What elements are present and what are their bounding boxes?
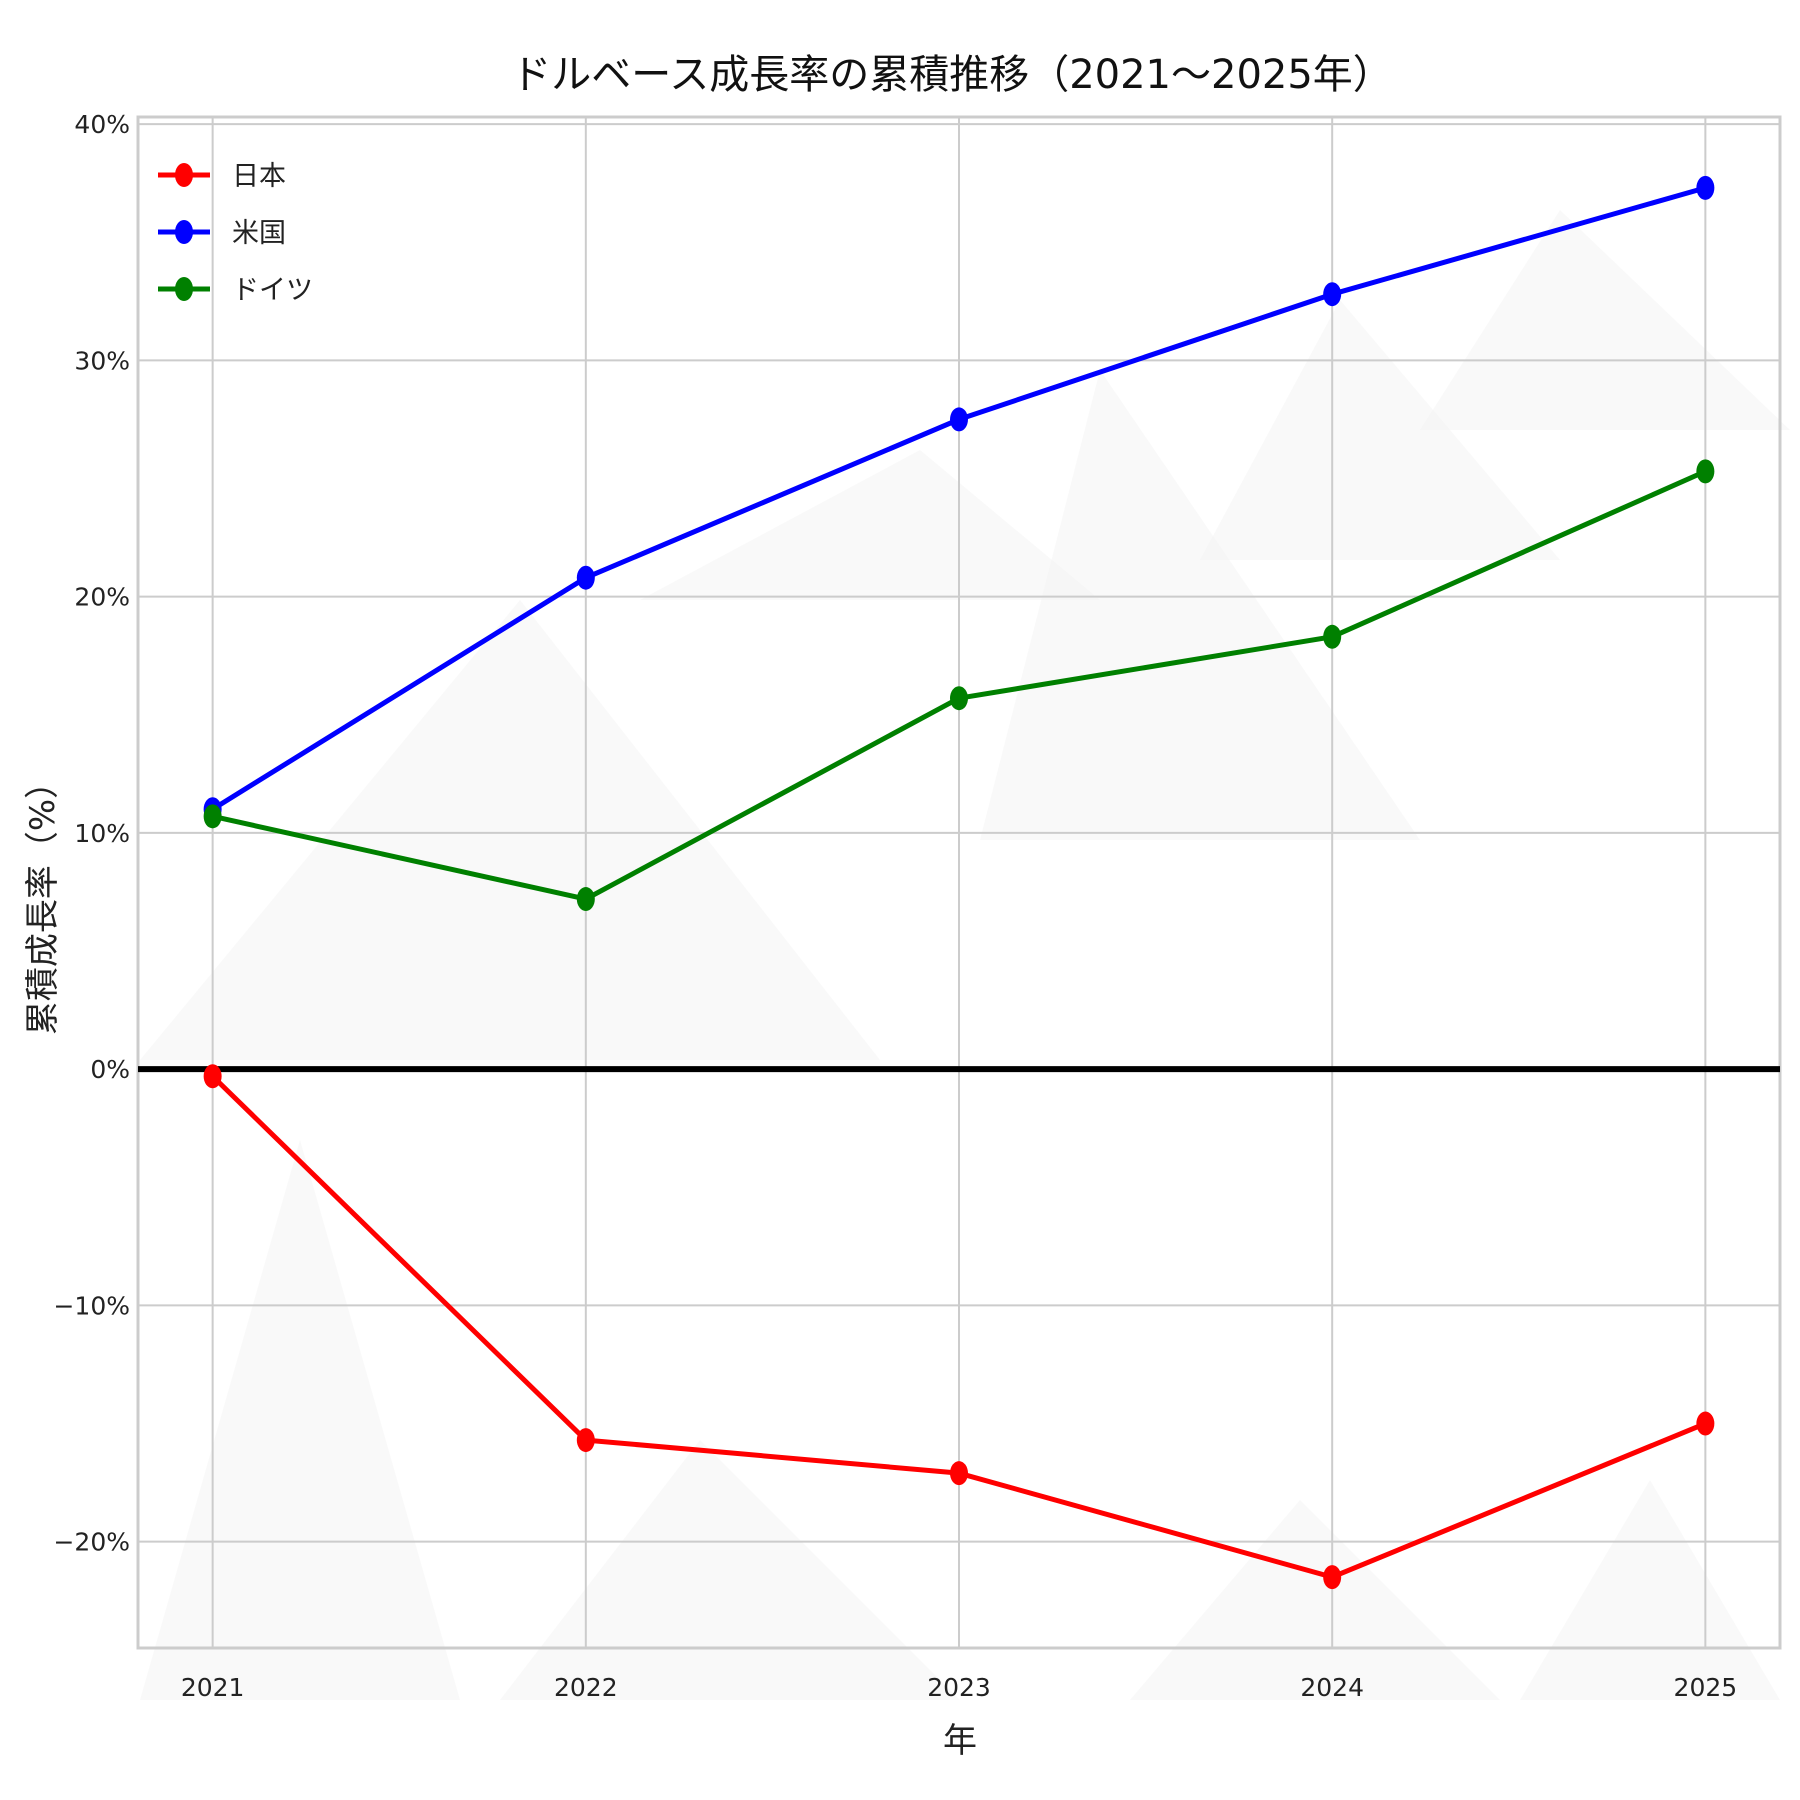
x-tick-label: 2024 [1300, 1673, 1364, 1702]
legend-item: ドイツ [158, 275, 313, 306]
data-point [950, 407, 968, 432]
data-point [1323, 282, 1342, 307]
x-tick-label: 2021 [181, 1673, 245, 1702]
y-axis-label: 累積成長率（%） [23, 765, 63, 1035]
plot-frame [136, 115, 1782, 1650]
x-tick-label: 2022 [554, 1673, 618, 1702]
data-point [1323, 624, 1342, 649]
legend-marker [175, 277, 193, 301]
data-point [576, 565, 595, 590]
data-point [576, 887, 595, 912]
series-layer [203, 175, 1715, 1590]
legend-marker [175, 220, 193, 244]
data-point [203, 804, 222, 829]
x-axis-label: 年 [943, 1721, 977, 1761]
legend-item: 日本 [158, 161, 286, 192]
series-ドイツ [203, 459, 1715, 912]
data-point [950, 1461, 968, 1486]
legend-item: 米国 [158, 218, 286, 249]
y-tick-label: 40% [74, 110, 130, 139]
chart-title: ドルベース成長率の累積推移（2021〜2025年） [511, 52, 1393, 98]
legend-label: ドイツ [232, 275, 313, 306]
series-米国 [203, 175, 1715, 822]
y-tick-label: 0% [90, 1055, 130, 1084]
y-tick-label: 30% [74, 346, 130, 375]
data-point [1696, 459, 1715, 484]
y-tick-label: −10% [53, 1291, 130, 1320]
data-point [1323, 1565, 1342, 1590]
y-tick-label: −20% [53, 1528, 130, 1557]
x-tick-label: 2025 [1674, 1673, 1738, 1702]
legend-label: 米国 [232, 218, 286, 249]
data-point [1696, 175, 1715, 200]
legend-marker [175, 163, 193, 187]
data-point [1696, 1411, 1715, 1436]
x-tick-label: 2023 [927, 1673, 991, 1702]
y-tick-label: 10% [74, 819, 130, 848]
data-point [950, 686, 968, 711]
background-watermark [140, 210, 1790, 1700]
series-日本 [203, 1064, 1715, 1590]
x-tick-labels: 2021 2022 2023 2024 2025 [181, 1673, 1737, 1702]
data-point [203, 1064, 222, 1089]
data-point [576, 1428, 595, 1453]
y-tick-label: 20% [74, 583, 130, 612]
x-gridlines [211, 117, 1707, 1648]
y-tick-labels: −20% −10% 0% 10% 20% 30% 40% [53, 110, 130, 1557]
legend-label: 日本 [232, 161, 286, 192]
